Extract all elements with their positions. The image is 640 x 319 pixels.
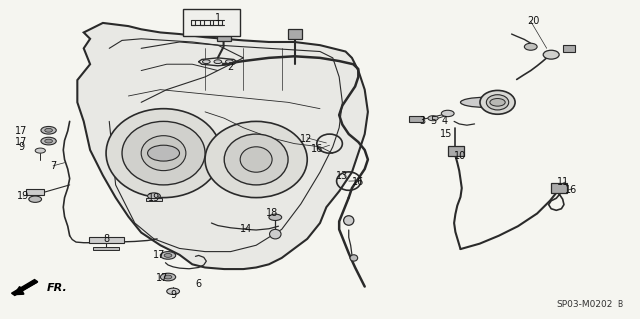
Polygon shape	[12, 279, 38, 295]
Ellipse shape	[461, 97, 511, 108]
Circle shape	[428, 116, 438, 121]
Text: 18: 18	[266, 209, 278, 219]
Bar	[216, 33, 230, 41]
Circle shape	[490, 99, 505, 106]
Ellipse shape	[240, 147, 272, 172]
Text: 8: 8	[103, 234, 109, 244]
Text: 13: 13	[336, 171, 348, 181]
Ellipse shape	[122, 122, 205, 185]
Ellipse shape	[224, 134, 288, 185]
Circle shape	[167, 288, 179, 294]
Ellipse shape	[344, 216, 354, 225]
Bar	[26, 189, 44, 195]
Text: 16: 16	[565, 185, 577, 195]
Circle shape	[202, 60, 210, 63]
Ellipse shape	[205, 122, 307, 197]
Text: 1: 1	[215, 13, 221, 23]
Text: 17: 17	[153, 250, 165, 260]
Ellipse shape	[269, 229, 281, 239]
Text: 2: 2	[227, 63, 234, 72]
Text: 7: 7	[50, 161, 56, 171]
Circle shape	[161, 273, 175, 281]
Bar	[448, 145, 464, 156]
Text: 11: 11	[557, 177, 569, 187]
Polygon shape	[77, 23, 368, 269]
Text: 19: 19	[17, 191, 29, 201]
Text: 16: 16	[311, 144, 324, 154]
Bar	[89, 237, 124, 243]
Bar	[93, 247, 119, 250]
Text: 9: 9	[18, 142, 24, 152]
Circle shape	[214, 60, 221, 63]
Text: 5: 5	[430, 116, 436, 126]
Circle shape	[41, 126, 56, 134]
Text: 16: 16	[352, 177, 364, 187]
Bar	[147, 197, 162, 201]
Circle shape	[225, 60, 233, 63]
Bar	[551, 183, 566, 193]
Ellipse shape	[543, 50, 559, 59]
Text: 15: 15	[440, 129, 452, 139]
Text: 9: 9	[170, 290, 176, 300]
Bar	[288, 29, 302, 39]
Text: FR.: FR.	[47, 283, 67, 293]
Text: 17: 17	[15, 137, 28, 147]
Circle shape	[41, 137, 56, 145]
Text: 20: 20	[528, 16, 540, 26]
Ellipse shape	[486, 95, 509, 110]
Ellipse shape	[106, 109, 221, 197]
Circle shape	[29, 196, 42, 202]
Text: 17: 17	[15, 126, 28, 136]
Text: B: B	[617, 300, 622, 309]
Circle shape	[45, 139, 52, 143]
Circle shape	[148, 193, 161, 199]
Text: SP03-M0202: SP03-M0202	[556, 300, 612, 309]
Text: 3: 3	[419, 116, 425, 126]
Circle shape	[164, 275, 172, 279]
Circle shape	[35, 148, 45, 153]
Ellipse shape	[350, 255, 358, 261]
Circle shape	[269, 214, 282, 220]
Ellipse shape	[141, 136, 186, 171]
Circle shape	[45, 128, 52, 132]
Bar	[182, 9, 240, 36]
Text: 10: 10	[454, 151, 467, 161]
Ellipse shape	[524, 43, 537, 50]
Text: 12: 12	[300, 134, 312, 144]
Text: 14: 14	[241, 224, 253, 234]
Text: 4: 4	[442, 116, 447, 126]
Text: 6: 6	[196, 279, 202, 289]
Circle shape	[148, 145, 179, 161]
Circle shape	[442, 110, 454, 117]
Text: 19: 19	[148, 193, 160, 203]
Text: 17: 17	[156, 273, 168, 283]
Bar	[563, 45, 575, 51]
Circle shape	[164, 254, 172, 257]
Bar	[410, 116, 424, 122]
Ellipse shape	[480, 90, 515, 114]
Circle shape	[161, 252, 175, 259]
